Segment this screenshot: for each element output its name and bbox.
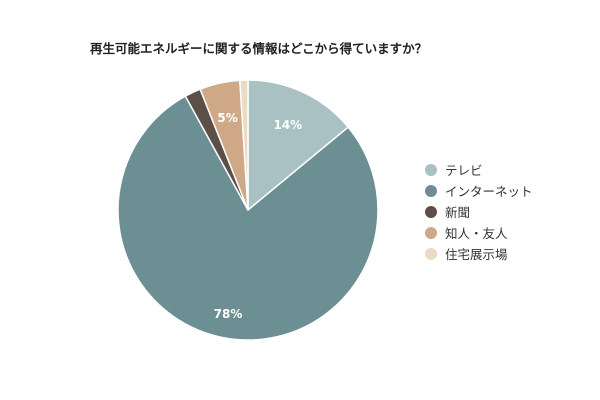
legend-item-5: 住宅展示場 bbox=[425, 243, 533, 264]
legend-swatch-5 bbox=[425, 247, 437, 260]
slice-label-2: 78% bbox=[214, 307, 243, 321]
pie-slice-2 bbox=[117, 95, 379, 341]
legend-item-1: テレビ bbox=[425, 159, 533, 180]
legend-label-3: 新聞 bbox=[445, 205, 471, 220]
legend-swatch-1 bbox=[425, 163, 437, 176]
slice-label-1: 14% bbox=[273, 118, 302, 132]
pie-slice-5 bbox=[239, 79, 249, 211]
legend-label-5: 住宅展示場 bbox=[445, 247, 508, 262]
legend-label-1: テレビ bbox=[445, 163, 483, 178]
chart-title: 再生可能エネルギーに関する情報はどこから得ていますか？ bbox=[90, 41, 428, 56]
slice-label-4: 5% bbox=[217, 111, 237, 125]
legend-item-3: 新聞 bbox=[425, 201, 533, 222]
legend-swatch-3 bbox=[425, 205, 437, 218]
legend: テレビインターネット 新聞知人・友人住宅展示場 bbox=[425, 159, 533, 264]
legend-swatch-4 bbox=[425, 226, 437, 239]
pie-slice-1 bbox=[247, 79, 350, 212]
legend-item-4: 知人・友人 bbox=[425, 222, 533, 243]
legend-swatch-2 bbox=[425, 184, 437, 197]
legend-label-2: インターネット bbox=[445, 184, 533, 199]
legend-item-2: インターネット bbox=[425, 180, 533, 201]
legend-label-4: 知人・友人 bbox=[445, 226, 508, 241]
